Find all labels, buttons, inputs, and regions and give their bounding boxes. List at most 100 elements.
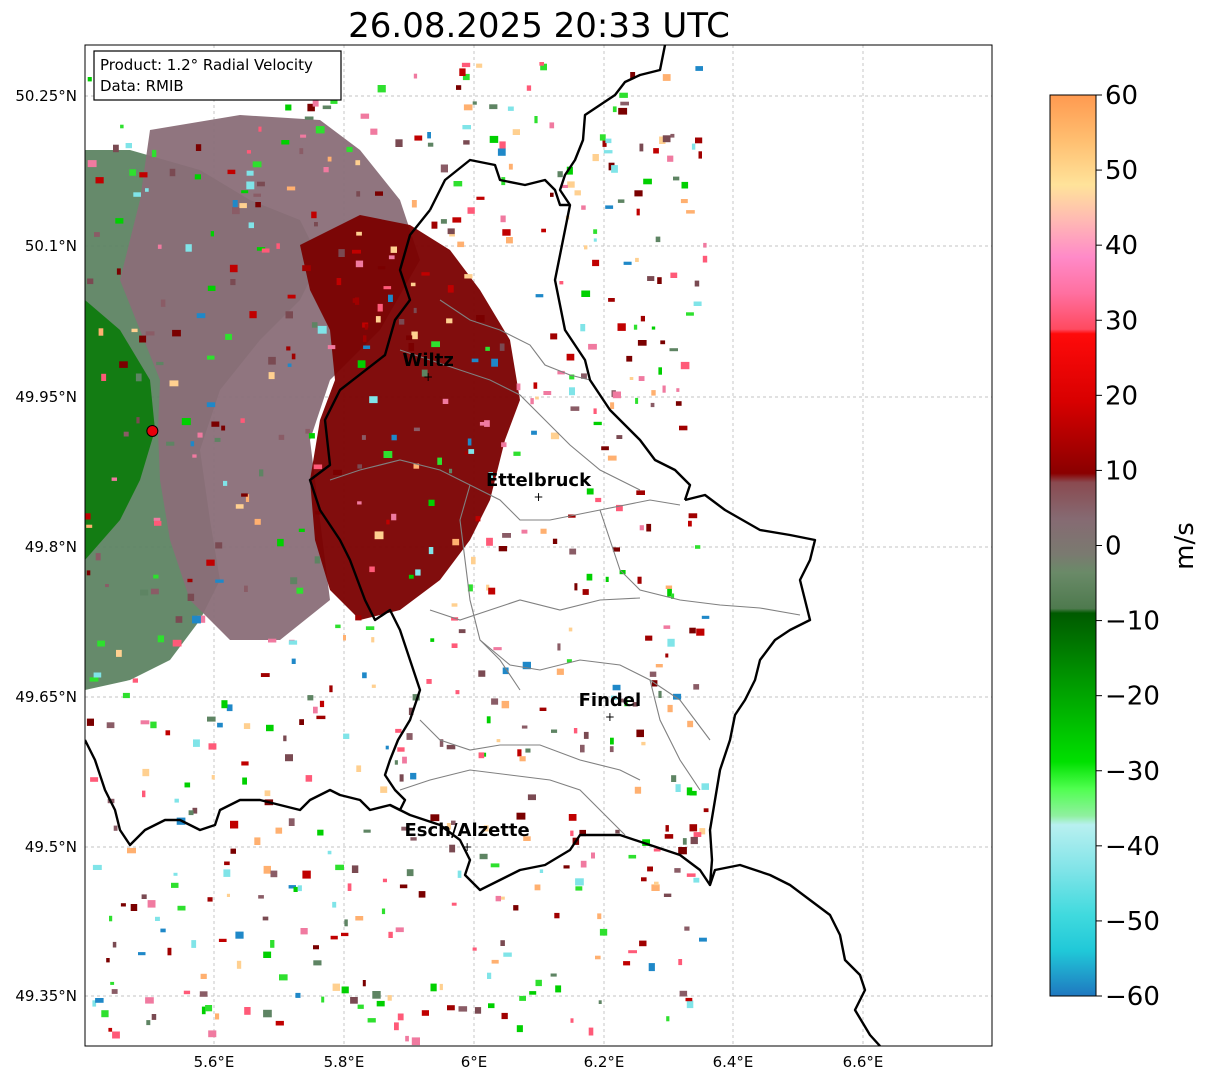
radar-pixel <box>550 333 558 340</box>
radar-pixel <box>377 266 386 270</box>
radar-pixel <box>129 169 136 176</box>
radar-pixel <box>431 221 438 229</box>
radar-pixel <box>291 658 296 664</box>
radar-pixel <box>413 463 420 469</box>
radar-pixel <box>574 190 581 196</box>
radar-pixel <box>549 122 555 129</box>
radar-pixel <box>236 960 242 969</box>
radar-pixel <box>486 537 493 546</box>
radar-pixel <box>194 174 201 180</box>
radar-pixel <box>639 940 647 947</box>
radar-pixel <box>451 603 458 607</box>
radar-pixel <box>471 556 476 565</box>
radar-pixel <box>224 861 230 866</box>
radar-pixel <box>635 257 639 262</box>
radar-pixel <box>472 947 477 951</box>
radar-pixel <box>488 472 493 481</box>
radar-pixel <box>486 584 490 591</box>
radar-pixel <box>658 367 662 375</box>
radar-pixel <box>398 319 405 325</box>
radar-pixel <box>550 973 557 977</box>
radar-pixel <box>525 748 531 753</box>
radar-pixel <box>502 229 511 236</box>
radar-pixel <box>172 639 182 647</box>
city-wiltz: +Wiltz <box>403 350 454 384</box>
radar-pixel <box>696 628 705 636</box>
radar-pixel <box>636 729 644 738</box>
radar-pixel <box>281 140 290 145</box>
colorbar-tick-label: 40 <box>1105 231 1138 261</box>
radar-pixel <box>483 825 489 832</box>
canton-boundaries <box>329 299 801 836</box>
radar-pixel <box>595 955 601 960</box>
radar-pixel <box>675 401 682 406</box>
radar-pixel <box>131 328 138 333</box>
radar-pixel <box>581 290 591 297</box>
radar-pixel <box>624 699 628 707</box>
radar-pixel <box>679 990 688 997</box>
radar-pixel <box>617 323 626 331</box>
radar-pixel <box>241 190 249 194</box>
radar-pixel <box>540 528 547 534</box>
radar-pixel <box>535 294 544 298</box>
radar-pixel <box>382 878 387 883</box>
radar-pixel <box>588 1027 594 1036</box>
radar-pixel <box>241 761 249 766</box>
radar-pixel <box>122 692 130 699</box>
radar-pixel <box>232 200 238 208</box>
radar-pixel <box>582 589 589 595</box>
colorbar-ticks: 60 50 40 30 20 10 0 −10 −20 −30 −40 −50 −60 <box>1096 81 1160 1012</box>
radar-pixel <box>108 1027 113 1032</box>
radar-pixel <box>412 694 420 701</box>
radar-pixel <box>541 228 546 233</box>
radar-pixel <box>86 524 93 528</box>
radar-pixel <box>90 777 99 782</box>
radar-pixel <box>628 854 637 859</box>
radar-pixel <box>169 168 176 177</box>
border-de-be-north <box>553 45 692 501</box>
radar-pixel <box>623 261 632 265</box>
radar-pixel <box>257 181 265 187</box>
radar-pixel <box>367 1018 376 1023</box>
radar-pixel <box>262 916 269 921</box>
radar-pixel <box>151 149 157 158</box>
radar-pixel <box>499 141 506 149</box>
radar-pixel <box>394 1022 399 1031</box>
lat-tick: 50.1°N <box>25 237 77 255</box>
border-lu-fr-south <box>389 803 711 892</box>
radar-pixel <box>686 312 694 316</box>
radar-pixel <box>663 625 671 629</box>
radar-pixel <box>411 200 417 208</box>
radar-pixel <box>442 398 449 404</box>
city-esch-alzette: +Esch/Alzette <box>404 820 529 854</box>
country-borders <box>85 45 881 1046</box>
radar-pixel <box>210 231 214 237</box>
radar-pixel <box>307 695 314 701</box>
radar-pixel <box>333 469 342 475</box>
radar-pixel <box>610 402 615 409</box>
lat-tick: 49.8°N <box>25 538 77 556</box>
radar-pixel <box>235 931 244 939</box>
radar-pixel <box>660 340 666 345</box>
radar-pixel <box>85 513 91 520</box>
radar-pixel <box>588 343 597 350</box>
radar-pixel <box>703 242 707 248</box>
radar-pixel <box>341 932 349 937</box>
radar-pixel <box>346 146 353 153</box>
radar-pixel <box>192 454 197 458</box>
radar-pixel <box>519 756 526 762</box>
colorbar-tick-label: 10 <box>1105 456 1138 486</box>
radar-pixel <box>583 731 589 739</box>
radar-pixel <box>410 772 417 780</box>
radar-pixel <box>177 905 186 911</box>
radar-pixel <box>385 745 389 750</box>
radar-pixel <box>637 340 647 346</box>
radar-pixel <box>201 1006 206 1015</box>
radar-pixel <box>580 324 586 332</box>
radar-pixel <box>566 353 575 361</box>
radar-pixel <box>612 684 621 691</box>
radar-pixel <box>410 837 417 841</box>
radar-pixel <box>287 294 296 299</box>
radar-pixel <box>467 584 473 592</box>
